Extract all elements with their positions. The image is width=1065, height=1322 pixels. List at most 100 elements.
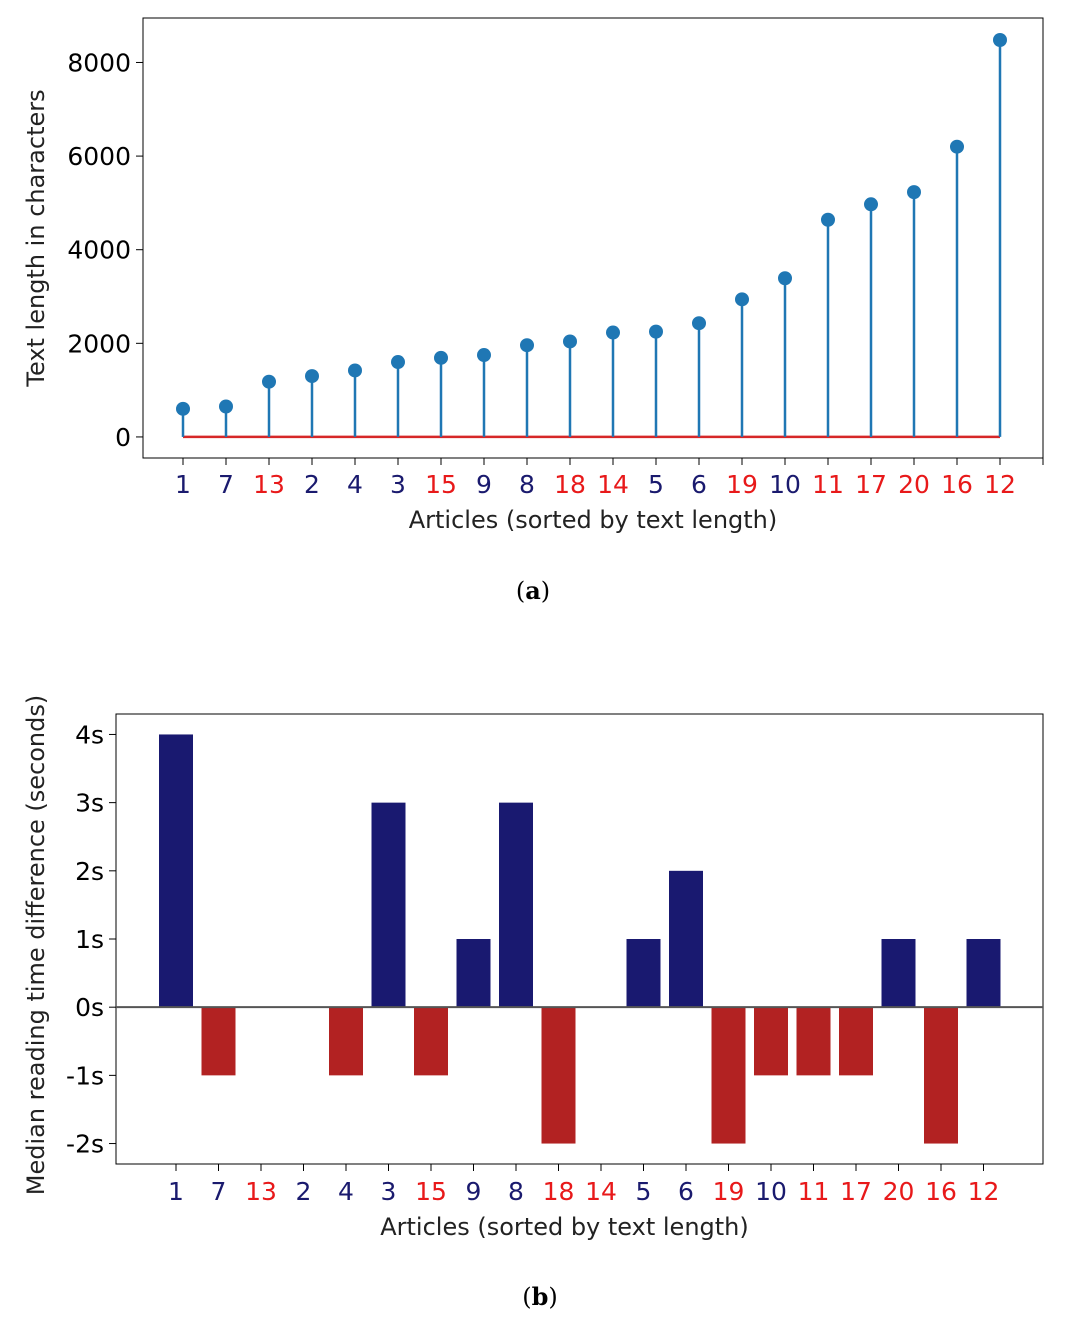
bar xyxy=(456,939,491,1008)
x-tick-label: 18 xyxy=(554,470,586,499)
stem-marker xyxy=(993,33,1007,47)
y-tick-label: 4s xyxy=(75,720,104,749)
bar xyxy=(371,802,406,1008)
x-tick-label: 14 xyxy=(585,1177,617,1206)
stem-marker xyxy=(434,350,448,365)
stem-marker xyxy=(563,334,577,349)
x-axis-label: Articles (sorted by text length) xyxy=(409,506,778,534)
caption-letter: b xyxy=(532,1282,549,1311)
x-tick-label: 15 xyxy=(415,1177,447,1206)
x-tick-label: 9 xyxy=(476,470,492,499)
stem-marker xyxy=(864,197,878,212)
caption-paren-close: ) xyxy=(548,1283,557,1311)
x-tick-label: 19 xyxy=(713,1177,745,1206)
bar xyxy=(329,1007,363,1076)
x-tick-label: 13 xyxy=(253,470,285,499)
y-tick-label: 6000 xyxy=(67,142,131,171)
y-tick-label: 0s xyxy=(75,993,104,1022)
x-tick-label: 7 xyxy=(211,1177,227,1206)
bar xyxy=(159,734,193,1008)
x-tick-label: 8 xyxy=(519,470,535,499)
x-tick-label: 11 xyxy=(812,470,844,499)
x-tick-label: 10 xyxy=(755,1177,787,1206)
x-tick-label: 1 xyxy=(175,470,191,499)
x-tick-label: 8 xyxy=(508,1177,524,1206)
x-tick-label: 12 xyxy=(984,470,1016,499)
plot-frame xyxy=(142,17,1044,459)
stem-marker xyxy=(735,292,749,307)
stem-marker xyxy=(692,316,706,331)
x-tick-label: 2 xyxy=(296,1177,312,1206)
x-tick-label: 4 xyxy=(338,1177,354,1206)
x-tick-label: 12 xyxy=(968,1177,1000,1206)
stem-marker xyxy=(778,271,792,286)
bar xyxy=(669,870,703,1008)
x-tick-label: 13 xyxy=(245,1177,277,1206)
x-tick-label: 7 xyxy=(218,470,234,499)
stem-marker xyxy=(907,185,921,200)
caption-b: (b) xyxy=(522,1282,558,1311)
x-tick-label: 3 xyxy=(390,470,406,499)
bar xyxy=(839,1007,873,1076)
y-tick-label: 8000 xyxy=(67,48,131,77)
caption-paren-open: ( xyxy=(522,1283,531,1311)
stem-marker xyxy=(262,374,276,389)
y-tick-label: 0 xyxy=(115,423,131,452)
bar xyxy=(796,1007,831,1076)
bar xyxy=(626,939,661,1008)
x-tick-label: 20 xyxy=(883,1177,915,1206)
x-tick-label: 3 xyxy=(381,1177,397,1206)
y-tick-label: 1s xyxy=(75,925,104,954)
stem-marker xyxy=(391,355,405,370)
stem-marker xyxy=(348,363,362,378)
bar xyxy=(754,1007,788,1076)
x-tick-label: 17 xyxy=(855,470,887,499)
bar xyxy=(881,939,916,1008)
stem-marker xyxy=(821,212,835,227)
x-tick-label: 6 xyxy=(678,1177,694,1206)
stem-marker xyxy=(520,338,534,353)
y-axis-label: Median reading time difference (seconds) xyxy=(22,695,50,1196)
stem-marker xyxy=(477,348,491,363)
x-tick-label: 19 xyxy=(726,470,758,499)
stem-marker xyxy=(606,325,620,340)
stem-marker xyxy=(305,369,319,384)
x-tick-label: 16 xyxy=(941,470,973,499)
x-tick-label: 17 xyxy=(840,1177,872,1206)
caption-letter: a xyxy=(525,576,541,605)
caption-paren-open: ( xyxy=(516,577,525,605)
caption-a: (a) xyxy=(516,576,550,605)
y-tick-label: 2s xyxy=(75,857,104,886)
bar xyxy=(541,1007,576,1144)
stem-marker xyxy=(649,324,663,339)
bar xyxy=(711,1007,746,1144)
stem-marker xyxy=(219,399,233,414)
x-tick-label: 16 xyxy=(925,1177,957,1206)
caption-paren-close: ) xyxy=(541,577,550,605)
y-axis-label: Text length in characters xyxy=(22,89,50,387)
x-tick-label: 9 xyxy=(466,1177,482,1206)
y-tick-label: 3s xyxy=(75,789,104,818)
y-tick-label: -1s xyxy=(66,1061,104,1090)
x-tick-label: 1 xyxy=(168,1177,184,1206)
x-tick-label: 4 xyxy=(347,470,363,499)
stem-marker xyxy=(950,139,964,154)
bar xyxy=(966,939,1001,1008)
bar xyxy=(201,1007,236,1076)
x-tick-label: 14 xyxy=(597,470,629,499)
x-tick-label: 6 xyxy=(691,470,707,499)
x-tick-label: 5 xyxy=(648,470,664,499)
bar xyxy=(414,1007,448,1076)
x-tick-label: 2 xyxy=(304,470,320,499)
stem-marker xyxy=(176,401,190,416)
x-tick-label: 20 xyxy=(898,470,930,499)
y-tick-label: 4000 xyxy=(67,236,131,265)
x-tick-label: 11 xyxy=(798,1177,830,1206)
x-tick-label: 10 xyxy=(769,470,801,499)
x-tick-label: 15 xyxy=(425,470,457,499)
y-tick-label: -2s xyxy=(66,1130,104,1159)
x-tick-label: 5 xyxy=(636,1177,652,1206)
